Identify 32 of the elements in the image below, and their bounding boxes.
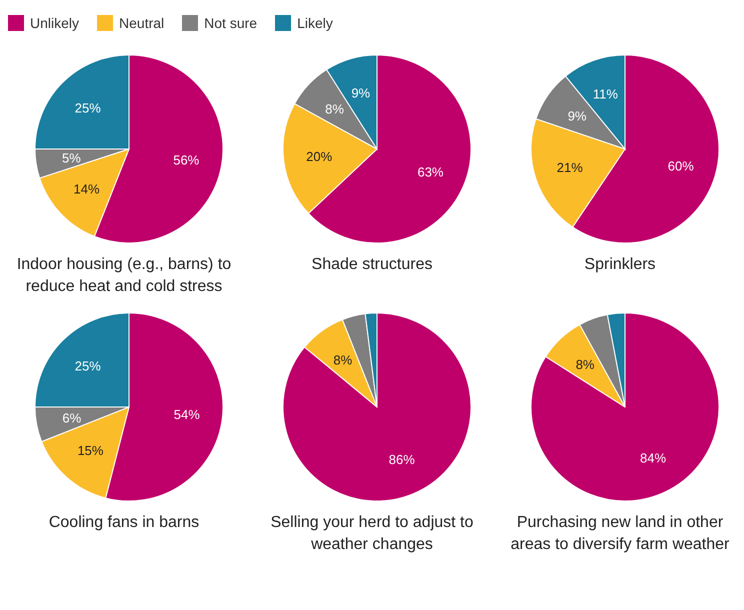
- data-label: 63%: [417, 164, 444, 180]
- data-label: 14%: [74, 181, 100, 196]
- data-label: 86%: [388, 452, 416, 468]
- data-label: 21%: [556, 160, 584, 176]
- pie-slice: [530, 312, 720, 502]
- data-label: 15%: [77, 443, 104, 458]
- data-label: 6%: [62, 410, 82, 426]
- legend-label: Likely: [296, 15, 333, 31]
- pie-slice: [282, 312, 472, 502]
- data-label: 9%: [351, 86, 371, 101]
- legend-label: Neutral: [118, 15, 164, 31]
- data-label: 20%: [306, 148, 333, 164]
- text: Purchasing new land in other areas to diversify farm weather: [510, 513, 730, 555]
- text: Sprinklers: [583, 255, 657, 275]
- data-label: 9%: [568, 108, 587, 124]
- data-label: 25%: [74, 358, 102, 374]
- data-label: 11%: [592, 86, 618, 102]
- text: Indoor housing (e.g., barns) to reduce heat and cold stress: [16, 255, 232, 297]
- data-label: 8%: [576, 357, 595, 372]
- text: Shade structures: [310, 255, 434, 275]
- legend-label: Unlikely: [29, 15, 80, 31]
- data-label: 8%: [333, 352, 353, 368]
- data-label: 5%: [62, 150, 82, 166]
- data-label: 8%: [325, 102, 344, 117]
- text: Selling your herd to adjust to weather changes: [270, 513, 474, 555]
- legend-label: Not sure: [203, 15, 258, 31]
- data-label: 25%: [74, 100, 102, 116]
- data-label: 84%: [640, 450, 667, 466]
- data-label: 60%: [668, 158, 694, 174]
- data-label: 56%: [173, 152, 200, 168]
- text: Cooling fans in barns: [48, 513, 200, 533]
- data-label: 54%: [174, 406, 200, 422]
